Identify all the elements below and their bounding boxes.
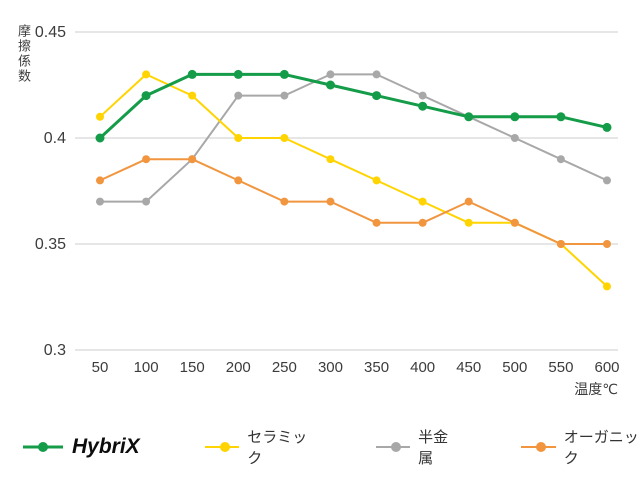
data-point-marker bbox=[95, 133, 105, 143]
data-point-marker bbox=[326, 70, 335, 79]
data-point-marker bbox=[418, 197, 427, 206]
x-tick-labels: 50 100 150 200 250 300 350 400 450 500 550 600 bbox=[92, 359, 620, 376]
chart-legend: HybriX セラミック 半金属 オーガニック bbox=[0, 424, 640, 470]
x-axis-title: 温度℃ bbox=[574, 381, 618, 397]
x-tick-label: 50 bbox=[92, 359, 109, 376]
data-point-marker bbox=[96, 112, 104, 121]
legend-marker-icon bbox=[375, 442, 411, 452]
data-point-marker bbox=[233, 69, 243, 79]
data-point-marker bbox=[234, 91, 243, 100]
data-point-marker bbox=[234, 176, 243, 185]
data-point-marker bbox=[418, 101, 428, 111]
legend-label: 半金属 bbox=[418, 429, 449, 467]
series-line bbox=[98, 72, 609, 140]
x-tick-label: 100 bbox=[134, 359, 159, 376]
data-point-marker bbox=[372, 218, 381, 227]
legend-marker-icon bbox=[23, 442, 63, 452]
data-point-marker bbox=[603, 282, 611, 291]
legend-marker-dot bbox=[219, 442, 230, 452]
data-point-marker bbox=[418, 218, 427, 227]
data-point-marker bbox=[280, 91, 289, 100]
data-point-marker bbox=[556, 112, 566, 122]
legend-item-オーガニック: オーガニック bbox=[520, 426, 640, 468]
y-tick-label: 0.4 bbox=[44, 130, 66, 147]
data-point-marker bbox=[188, 91, 197, 100]
y-tick-labels: 0.3 0.35 0.4 0.45 bbox=[35, 24, 66, 359]
legend-item-HybriX: HybriX bbox=[22, 435, 140, 459]
data-point-marker bbox=[464, 197, 473, 206]
x-tick-label: 400 bbox=[410, 359, 435, 376]
data-point-marker bbox=[556, 155, 565, 164]
y-axis-title: 摩擦係数 bbox=[16, 24, 31, 84]
legend-label: セラミック bbox=[247, 429, 308, 467]
x-tick-label: 300 bbox=[318, 359, 343, 376]
data-point-marker bbox=[510, 134, 519, 142]
series-セラミック bbox=[96, 70, 611, 291]
data-point-marker bbox=[188, 155, 197, 164]
data-point-marker bbox=[556, 240, 565, 248]
data-point-marker bbox=[142, 70, 151, 79]
x-tick-label: 200 bbox=[226, 359, 251, 376]
x-tick-label: 150 bbox=[180, 359, 205, 376]
series-半金属 bbox=[96, 70, 611, 206]
data-point-marker bbox=[372, 176, 381, 185]
data-point-marker bbox=[326, 155, 335, 164]
series-オーガニック bbox=[96, 155, 611, 248]
x-tick-label: 500 bbox=[502, 359, 527, 376]
data-point-marker bbox=[510, 112, 520, 122]
y-tick-label: 0.45 bbox=[35, 24, 66, 41]
legend-marker-icon bbox=[204, 442, 240, 452]
data-point-marker bbox=[603, 240, 611, 248]
legend-marker-dot bbox=[38, 442, 48, 452]
data-point-marker bbox=[325, 80, 335, 90]
data-point-marker bbox=[187, 69, 197, 79]
series-line bbox=[99, 158, 608, 245]
data-point-marker bbox=[326, 197, 335, 206]
chart-svg: 0.3 0.35 0.4 0.45 50 100 150 200 250 300 350 400 450… bbox=[35, 24, 620, 397]
data-point-marker bbox=[96, 176, 104, 185]
x-tick-label: 550 bbox=[548, 359, 573, 376]
data-point-marker bbox=[96, 197, 104, 206]
data-point-marker bbox=[603, 176, 611, 185]
data-point-marker bbox=[141, 91, 151, 101]
data-point-marker bbox=[418, 91, 427, 100]
data-point-marker bbox=[602, 122, 612, 132]
data-point-marker bbox=[234, 134, 243, 142]
y-tick-label: 0.35 bbox=[35, 236, 66, 253]
legend-label: HybriX bbox=[72, 435, 140, 458]
y-tick-label: 0.3 bbox=[44, 342, 66, 359]
data-point-marker bbox=[372, 91, 382, 101]
data-point-marker bbox=[372, 70, 381, 79]
legend-marker-dot bbox=[536, 442, 547, 452]
series-HybriX bbox=[95, 69, 612, 143]
data-point-marker bbox=[142, 155, 151, 164]
legend-item-セラミック: セラミック bbox=[204, 426, 311, 468]
legend-marker-dot bbox=[390, 442, 401, 452]
series-line bbox=[99, 73, 608, 288]
data-point-marker bbox=[464, 218, 473, 227]
x-tick-label: 350 bbox=[364, 359, 389, 376]
x-tick-label: 600 bbox=[594, 359, 619, 376]
legend-label: オーガニック bbox=[563, 429, 639, 467]
data-point-marker bbox=[280, 134, 289, 142]
chart-area: 摩擦係数 0.3 0.35 0.4 0.45 50 100 150 200 250 300 350 4… bbox=[16, 24, 620, 397]
data-point-marker bbox=[510, 218, 519, 227]
x-tick-label: 250 bbox=[272, 359, 297, 376]
data-point-marker bbox=[464, 112, 474, 122]
legend-marker-icon bbox=[521, 442, 556, 452]
data-point-marker bbox=[280, 197, 289, 206]
gridlines bbox=[75, 31, 618, 351]
series-line bbox=[99, 73, 608, 203]
data-point-marker bbox=[279, 69, 289, 79]
x-tick-label: 450 bbox=[456, 359, 481, 376]
data-point-marker bbox=[142, 197, 151, 206]
legend-item-半金属: 半金属 bbox=[375, 426, 456, 468]
